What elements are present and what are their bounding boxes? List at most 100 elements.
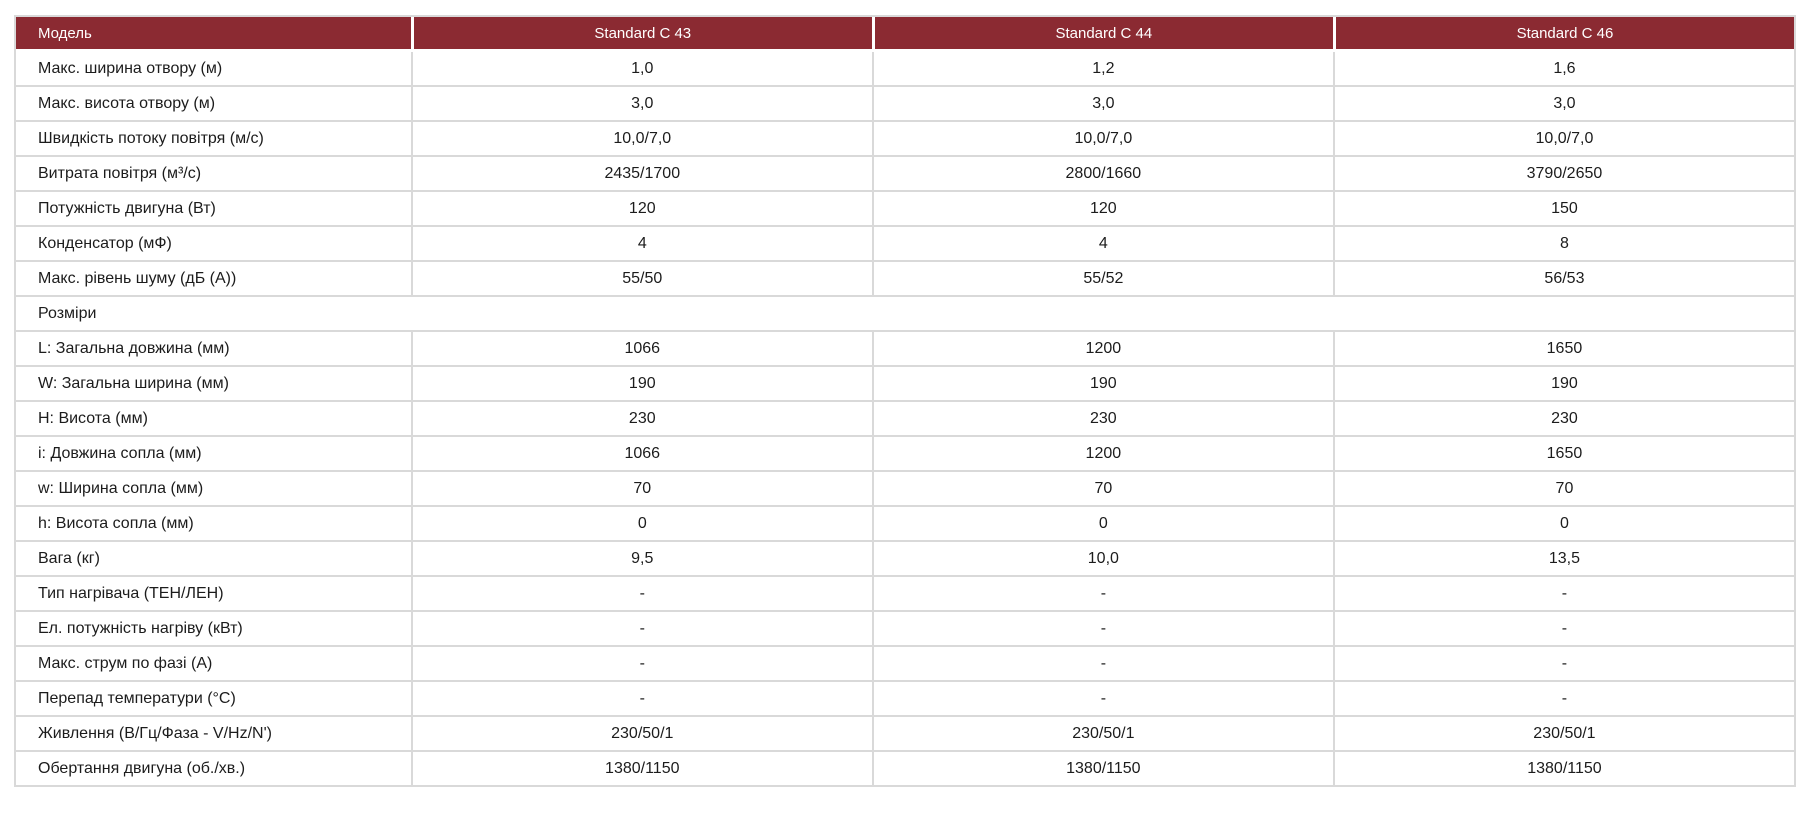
row-value-c46: 10,0/7,0 <box>1332 122 1794 157</box>
row-label: Макс. ширина отвору (м) <box>16 52 411 87</box>
table-row: Макс. висота отвору (м) 3,0 3,0 3,0 <box>16 87 1794 122</box>
row-value-c43: 55/50 <box>410 262 872 297</box>
row-value-c46: - <box>1332 577 1794 612</box>
table-row: Макс. струм по фазі (А) - - - <box>16 647 1794 682</box>
section-row: Розміри <box>16 297 1794 332</box>
row-value-c46: 1380/1150 <box>1332 752 1794 785</box>
header-row: Модель Standard C 43 Standard C 44 Stand… <box>16 17 1794 52</box>
section-label: Розміри <box>16 297 1794 332</box>
header-cell-standard-c46: Standard C 46 <box>1332 17 1794 52</box>
row-label: Макс. висота отвору (м) <box>16 87 411 122</box>
row-value-c44: 230 <box>871 402 1333 437</box>
row-value-c44: 55/52 <box>871 262 1333 297</box>
row-value-c43: 1066 <box>410 332 872 367</box>
table-row: Вага (кг) 9,5 10,0 13,5 <box>16 542 1794 577</box>
table-row: Витрата повітря (м³/с) 2435/1700 2800/16… <box>16 157 1794 192</box>
row-label: h: Висота сопла (мм) <box>16 507 411 542</box>
row-value-c46: 13,5 <box>1332 542 1794 577</box>
row-value-c43: 70 <box>410 472 872 507</box>
row-value-c43: 1066 <box>410 437 872 472</box>
row-value-c46: 56/53 <box>1332 262 1794 297</box>
table-row: Конденсатор (мФ) 4 4 8 <box>16 227 1794 262</box>
row-value-c43: 2435/1700 <box>410 157 872 192</box>
row-value-c44: - <box>871 647 1333 682</box>
row-label: W: Загальна ширина (мм) <box>16 367 411 402</box>
row-value-c46: 230 <box>1332 402 1794 437</box>
row-value-c44: 1200 <box>871 332 1333 367</box>
row-value-c44: - <box>871 682 1333 717</box>
row-value-c46: - <box>1332 647 1794 682</box>
row-value-c44: 70 <box>871 472 1333 507</box>
row-value-c43: - <box>410 612 872 647</box>
row-value-c44: 3,0 <box>871 87 1333 122</box>
table-row: Живлення (В/Гц/Фаза - V/Hz/N') 230/50/1 … <box>16 717 1794 752</box>
row-value-c44: 2800/1660 <box>871 157 1333 192</box>
table-row: i: Довжина сопла (мм) 1066 1200 1650 <box>16 437 1794 472</box>
row-value-c44: - <box>871 577 1333 612</box>
spec-table: Модель Standard C 43 Standard C 44 Stand… <box>14 15 1796 787</box>
row-label: H: Висота (мм) <box>16 402 411 437</box>
row-label: Вага (кг) <box>16 542 411 577</box>
table-row: Макс. рівень шуму (дБ (А)) 55/50 55/52 5… <box>16 262 1794 297</box>
row-value-c44: 190 <box>871 367 1333 402</box>
table-row: Обертання двигуна (об./хв.) 1380/1150 13… <box>16 752 1794 785</box>
row-value-c46: 1650 <box>1332 437 1794 472</box>
table-row: Перепад температури (°С) - - - <box>16 682 1794 717</box>
row-value-c43: 0 <box>410 507 872 542</box>
header-cell-standard-c44: Standard C 44 <box>871 17 1333 52</box>
row-value-c46: 1650 <box>1332 332 1794 367</box>
table-row: Макс. ширина отвору (м) 1,0 1,2 1,6 <box>16 52 1794 87</box>
row-value-c44: 230/50/1 <box>871 717 1333 752</box>
row-value-c43: 3,0 <box>410 87 872 122</box>
row-label: L: Загальна довжина (мм) <box>16 332 411 367</box>
row-value-c44: 1380/1150 <box>871 752 1333 785</box>
row-value-c46: 230/50/1 <box>1332 717 1794 752</box>
row-value-c43: - <box>410 647 872 682</box>
row-value-c46: 190 <box>1332 367 1794 402</box>
row-value-c43: 1380/1150 <box>410 752 872 785</box>
row-value-c44: 1200 <box>871 437 1333 472</box>
row-value-c46: 1,6 <box>1332 52 1794 87</box>
table-row: Тип нагрівача (ТЕН/ЛЕН) - - - <box>16 577 1794 612</box>
row-label: Живлення (В/Гц/Фаза - V/Hz/N') <box>16 717 411 752</box>
row-value-c43: 230 <box>410 402 872 437</box>
row-value-c43: - <box>410 577 872 612</box>
row-label: Перепад температури (°С) <box>16 682 411 717</box>
row-value-c44: 4 <box>871 227 1333 262</box>
row-value-c46: 3,0 <box>1332 87 1794 122</box>
row-value-c43: 190 <box>410 367 872 402</box>
row-value-c43: 1,0 <box>410 52 872 87</box>
row-value-c43: 230/50/1 <box>410 717 872 752</box>
table-row: H: Висота (мм) 230 230 230 <box>16 402 1794 437</box>
row-label: Швидкість потоку повітря (м/с) <box>16 122 411 157</box>
row-value-c43: 9,5 <box>410 542 872 577</box>
table-row: Швидкість потоку повітря (м/с) 10,0/7,0 … <box>16 122 1794 157</box>
row-value-c43: 4 <box>410 227 872 262</box>
row-value-c46: 3790/2650 <box>1332 157 1794 192</box>
row-label: Ел. потужність нагріву (кВт) <box>16 612 411 647</box>
row-value-c43: 120 <box>410 192 872 227</box>
table-row: Потужність двигуна (Вт) 120 120 150 <box>16 192 1794 227</box>
header-cell-model: Модель <box>16 17 411 52</box>
row-label: Конденсатор (мФ) <box>16 227 411 262</box>
row-label: i: Довжина сопла (мм) <box>16 437 411 472</box>
row-value-c44: 10,0 <box>871 542 1333 577</box>
row-value-c43: 10,0/7,0 <box>410 122 872 157</box>
row-value-c44: 1,2 <box>871 52 1333 87</box>
table-row: Ел. потужність нагріву (кВт) - - - <box>16 612 1794 647</box>
row-value-c46: 8 <box>1332 227 1794 262</box>
table-row: w: Ширина сопла (мм) 70 70 70 <box>16 472 1794 507</box>
row-value-c44: 10,0/7,0 <box>871 122 1333 157</box>
row-label: Обертання двигуна (об./хв.) <box>16 752 411 785</box>
table-row: h: Висота сопла (мм) 0 0 0 <box>16 507 1794 542</box>
row-value-c44: - <box>871 612 1333 647</box>
row-label: Макс. струм по фазі (А) <box>16 647 411 682</box>
row-value-c44: 120 <box>871 192 1333 227</box>
spec-table-header: Модель Standard C 43 Standard C 44 Stand… <box>16 17 1794 52</box>
row-value-c46: 70 <box>1332 472 1794 507</box>
row-value-c43: - <box>410 682 872 717</box>
row-value-c46: - <box>1332 682 1794 717</box>
row-label: Потужність двигуна (Вт) <box>16 192 411 227</box>
table-row: L: Загальна довжина (мм) 1066 1200 1650 <box>16 332 1794 367</box>
